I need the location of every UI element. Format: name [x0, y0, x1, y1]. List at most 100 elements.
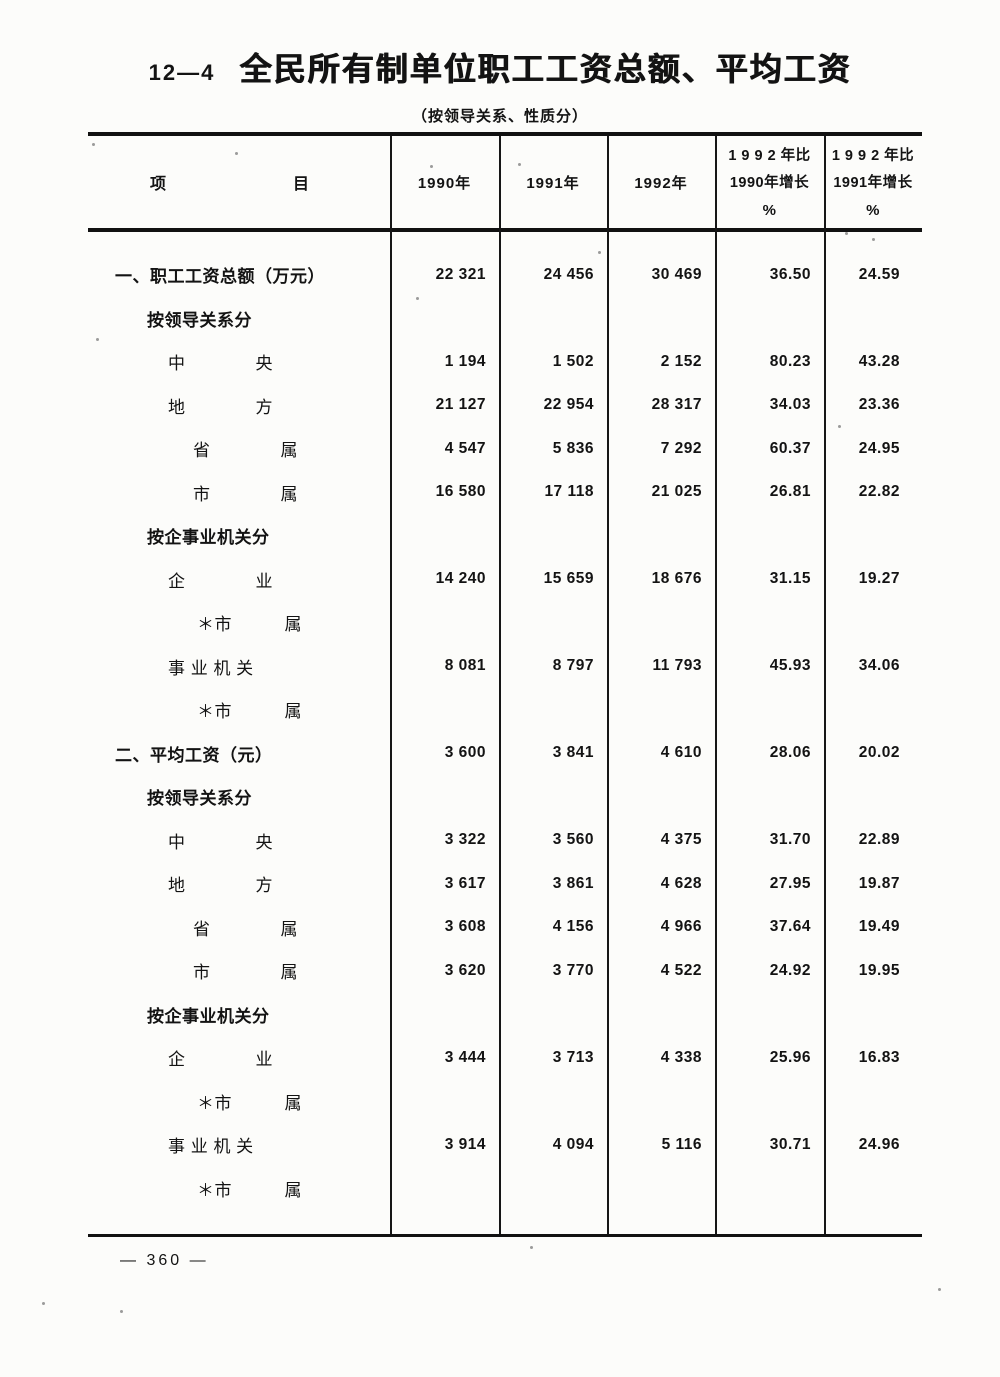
row-value: 3 713 — [552, 1048, 594, 1066]
row-label: 市 属 — [193, 484, 298, 504]
row-value: 37.64 — [769, 918, 811, 936]
row-value: 24.92 — [769, 961, 811, 979]
table-body: 一、职工工资总额（万元） 22 321 24 456 30 469 36.50 24.59… — [88, 232, 922, 1210]
column-divider — [607, 136, 609, 1234]
page-title: 12—4 全民所有制单位职工工资总额、平均工资 — [0, 44, 1000, 90]
row-value: 8 081 — [444, 657, 486, 675]
table-row: 省 属 4 547 5 836 7 292 60.37 24.95 — [88, 427, 922, 471]
column-divider — [390, 136, 392, 1234]
table-row: 按企事业机关分 — [88, 993, 922, 1037]
row-label: 按企事业机关分 — [147, 528, 270, 548]
row-value: 16.83 — [858, 1048, 900, 1066]
row-value: 20.02 — [858, 744, 900, 762]
row-value: 21 025 — [651, 483, 702, 501]
row-value: 11 793 — [652, 657, 702, 675]
row-value: 4 522 — [660, 961, 702, 979]
row-value: 19.49 — [858, 918, 900, 936]
col-header-1991: 1991年 — [526, 174, 580, 192]
row-value: 22 321 — [435, 265, 486, 283]
row-label: ＊市 属 — [197, 1093, 302, 1113]
item-header-left: 项 — [150, 176, 168, 193]
growth-header-line2: 1991年增长 — [833, 174, 913, 191]
table-row: ＊市 属 — [88, 1080, 922, 1124]
table-row: 按领导关系分 — [88, 297, 922, 341]
row-value: 80.23 — [769, 352, 811, 370]
row-label: ＊市 属 — [197, 702, 302, 722]
row-label: 省 属 — [193, 919, 298, 939]
row-value: 15 659 — [543, 570, 594, 588]
row-value: 4 156 — [552, 918, 594, 936]
row-value: 1 502 — [552, 352, 594, 370]
table-row: ＊市 属 — [88, 601, 922, 645]
scan-speck — [872, 238, 875, 241]
growth-header-line1: 1 9 9 2 年比 — [728, 147, 811, 164]
row-value: 21 127 — [435, 396, 486, 414]
col-header-1990: 1990年 — [417, 174, 472, 192]
scan-speck — [416, 297, 419, 300]
row-value: 16 580 — [435, 483, 486, 501]
scan-speck — [838, 425, 841, 428]
table-row: 事 业 机 关 8 081 8 797 11 793 45.93 34.06 — [88, 645, 922, 689]
table-header: 项 目 1990年 1991年 1992年 1 9 9 2 年比 1990年增长… — [88, 136, 922, 232]
row-value: 19.95 — [858, 961, 900, 979]
scan-speck — [120, 1310, 123, 1313]
row-value: 25.96 — [769, 1048, 811, 1066]
scan-speck — [92, 143, 95, 146]
row-value: 22.89 — [858, 831, 900, 849]
row-value: 30 469 — [651, 265, 702, 283]
row-value: 4 375 — [660, 831, 702, 849]
row-label: 中 央 — [168, 832, 273, 852]
row-value: 3 861 — [552, 874, 594, 892]
row-value: 4 628 — [660, 874, 702, 892]
row-value: 43.28 — [858, 352, 900, 370]
row-value: 27.95 — [769, 874, 811, 892]
row-label: 省 属 — [193, 441, 298, 461]
scan-speck — [235, 152, 238, 155]
table-row: 中 央 3 322 3 560 4 375 31.70 22.89 — [88, 819, 922, 863]
row-value: 3 600 — [444, 744, 486, 762]
row-label: 市 属 — [193, 963, 298, 983]
table-row: 省 属 3 608 4 156 4 966 37.64 19.49 — [88, 906, 922, 950]
scan-speck — [530, 1246, 533, 1249]
column-divider — [499, 136, 501, 1234]
table-row: 市 属 3 620 3 770 4 522 24.92 19.95 — [88, 949, 922, 993]
row-value: 5 116 — [661, 1135, 702, 1153]
table-row: ＊市 属 — [88, 688, 922, 732]
growth-header-line2: 1990年增长 — [729, 174, 810, 191]
scan-speck — [938, 1288, 941, 1291]
scan-speck — [518, 163, 521, 166]
row-value: 3 620 — [444, 961, 486, 979]
growth-header-line1: 1 9 9 2 年比 — [831, 147, 915, 164]
page-number: — 360 — — [120, 1252, 209, 1269]
row-label: 事 业 机 关 — [168, 658, 254, 678]
row-value: 4 547 — [444, 439, 486, 457]
row-value: 36.50 — [769, 265, 811, 283]
row-label: 按领导关系分 — [147, 310, 252, 330]
row-value: 31.70 — [769, 831, 811, 849]
row-value: 3 770 — [552, 961, 594, 979]
row-value: 3 322 — [444, 831, 486, 849]
scan-speck — [845, 232, 848, 235]
row-value: 34.06 — [858, 657, 900, 675]
table-row: ＊市 属 — [88, 1167, 922, 1211]
row-value: 22.82 — [858, 483, 900, 501]
row-value: 24.59 — [858, 265, 900, 283]
scan-speck — [96, 338, 99, 341]
row-value: 3 617 — [444, 874, 486, 892]
table-row: 事 业 机 关 3 914 4 094 5 116 30.71 24.96 — [88, 1123, 922, 1167]
item-header-right: 目 — [292, 176, 310, 193]
row-value: 8 797 — [552, 657, 594, 675]
row-value: 45.93 — [769, 657, 811, 675]
row-value: 19.87 — [858, 874, 900, 892]
row-value: 3 560 — [552, 831, 594, 849]
row-value: 28.06 — [769, 744, 811, 762]
scan-speck — [430, 165, 433, 168]
table-row: 企 业 14 240 15 659 18 676 31.15 19.27 — [88, 558, 922, 602]
row-value: 4 610 — [660, 744, 702, 762]
row-value: 31.15 — [769, 570, 811, 588]
table-row: 市 属 16 580 17 118 21 025 26.81 22.82 — [88, 471, 922, 515]
col-header-growth-vs-1990: 1 9 9 2 年比 1990年增长 % — [715, 136, 824, 228]
table-row: 二、平均工资（元） 3 600 3 841 4 610 28.06 20.02 — [88, 732, 922, 776]
row-value: 24.95 — [858, 439, 900, 457]
row-label: 企 业 — [168, 1050, 273, 1070]
